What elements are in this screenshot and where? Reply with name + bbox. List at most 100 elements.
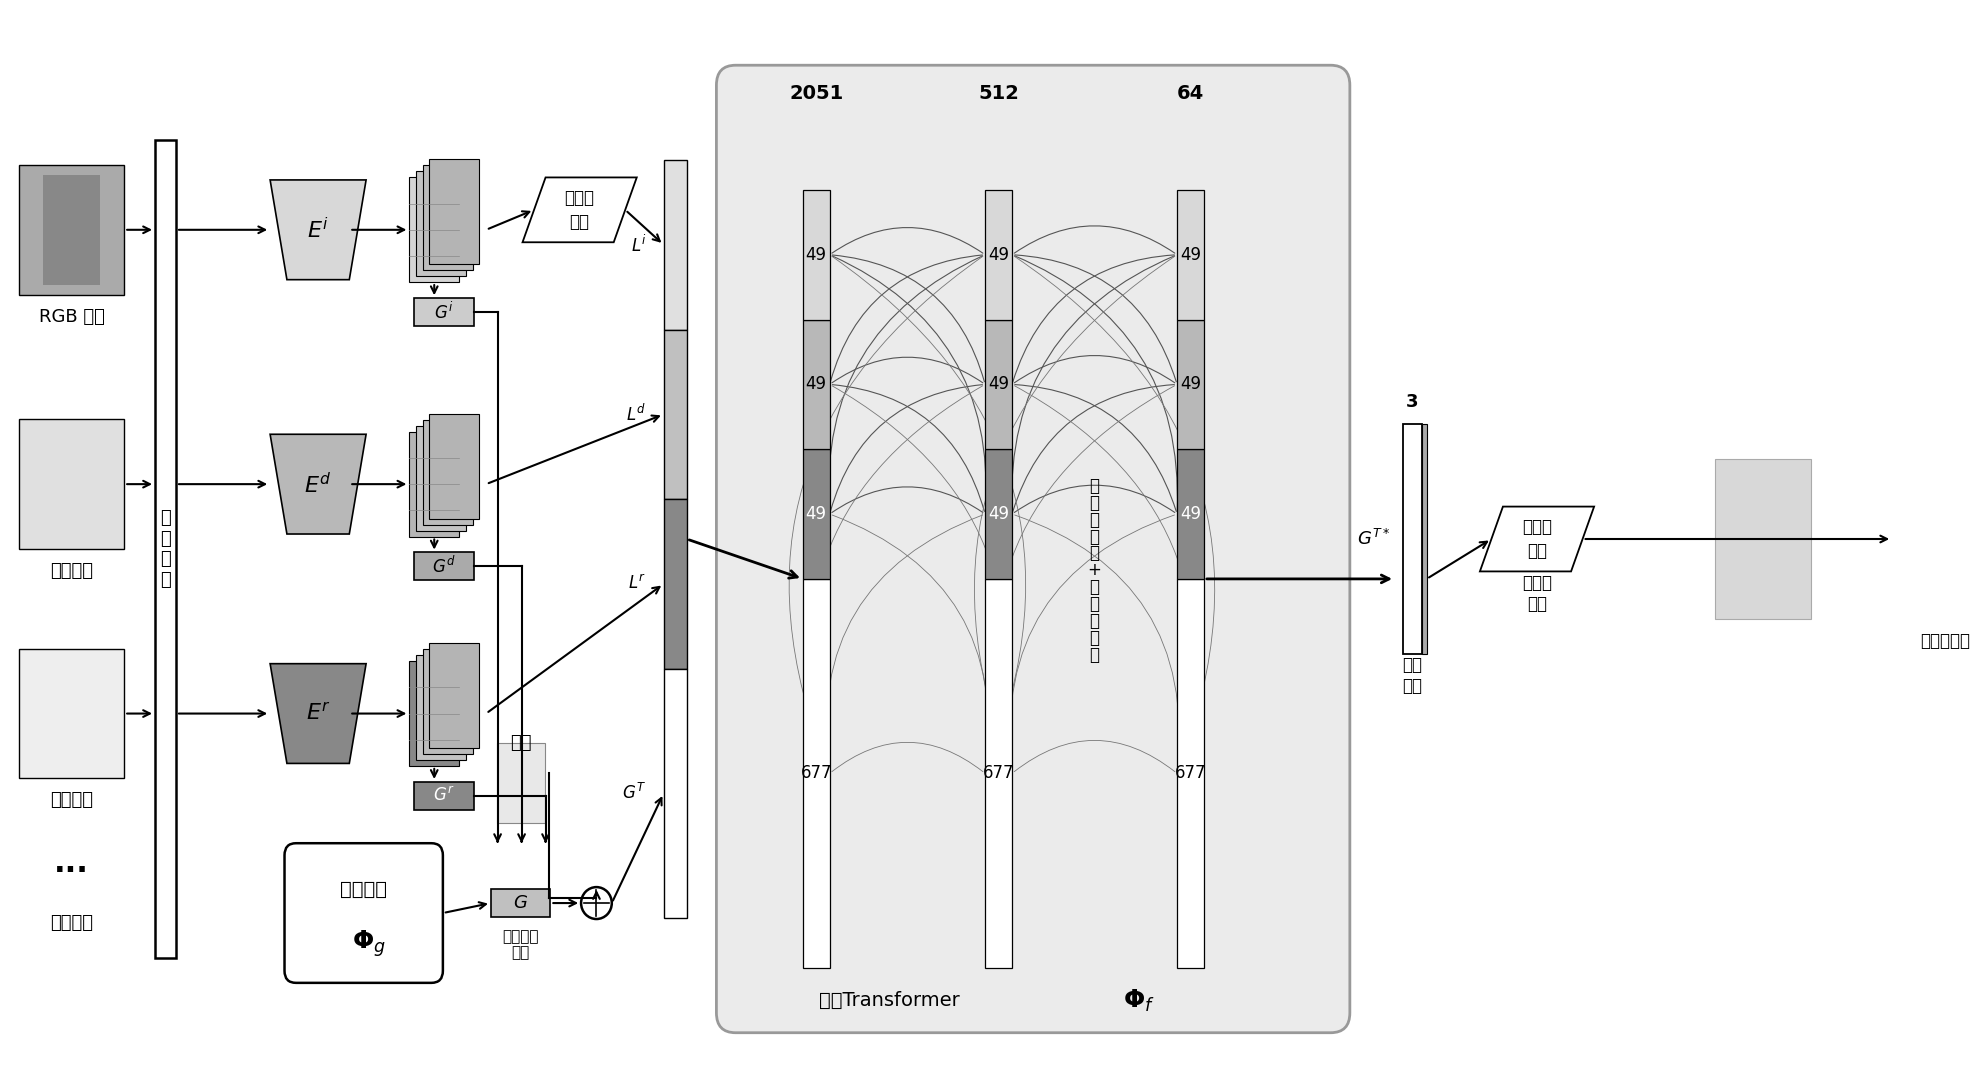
- Text: 2051: 2051: [790, 84, 843, 103]
- Bar: [43, 175, 100, 285]
- Bar: [156, 140, 175, 958]
- Text: 融合Transformer: 融合Transformer: [820, 992, 959, 1010]
- Bar: [1714, 460, 1810, 618]
- Text: 器: 器: [1089, 646, 1099, 665]
- Text: 49: 49: [806, 375, 827, 394]
- Bar: [804, 190, 829, 319]
- Polygon shape: [522, 177, 636, 243]
- Bar: [414, 298, 473, 326]
- Text: ...: ...: [53, 849, 89, 877]
- Text: 上采样
网络: 上采样 网络: [1523, 574, 1552, 613]
- Text: 雷达点云: 雷达点云: [49, 791, 93, 809]
- Text: 全局整合: 全局整合: [341, 879, 388, 899]
- Bar: [985, 319, 1013, 449]
- Text: 模板: 模板: [510, 735, 532, 752]
- Text: 深度点云: 深度点云: [49, 562, 93, 579]
- Text: 意: 意: [1089, 510, 1099, 529]
- Text: $\mathbf{\Phi}_f$: $\mathbf{\Phi}_f$: [1123, 987, 1154, 1014]
- Text: $G^r$: $G^r$: [433, 787, 455, 805]
- Text: $G^T$: $G^T$: [623, 783, 646, 804]
- Text: 49: 49: [989, 505, 1009, 523]
- Polygon shape: [270, 664, 366, 764]
- Text: $E^d$: $E^d$: [303, 472, 331, 496]
- Text: 677: 677: [1174, 764, 1206, 782]
- Bar: [416, 426, 467, 531]
- Text: 多层感: 多层感: [565, 189, 595, 207]
- Text: 知器: 知器: [1527, 542, 1546, 560]
- Bar: [496, 743, 544, 823]
- Bar: [414, 782, 473, 810]
- Text: $L^d$: $L^d$: [626, 404, 646, 425]
- Bar: [804, 579, 829, 968]
- Text: 49: 49: [989, 375, 1009, 394]
- Bar: [410, 661, 459, 766]
- Bar: [18, 165, 124, 295]
- Text: 多层感: 多层感: [1523, 518, 1552, 536]
- Bar: [1178, 190, 1204, 319]
- Text: $G^{T*}$: $G^{T*}$: [1357, 529, 1391, 549]
- Text: $E^i$: $E^i$: [307, 217, 329, 243]
- Text: 特征: 特征: [512, 945, 530, 960]
- Text: $G$: $G$: [512, 894, 528, 912]
- Text: 模
态
掩
膜: 模 态 掩 膜: [160, 509, 171, 589]
- Bar: [1178, 449, 1204, 579]
- Bar: [664, 329, 688, 500]
- FancyBboxPatch shape: [284, 843, 443, 983]
- Text: 重建后的网格: 重建后的网格: [1919, 631, 1970, 650]
- Text: RGB 图像: RGB 图像: [39, 308, 104, 326]
- Text: 64: 64: [1176, 84, 1204, 103]
- Bar: [429, 160, 479, 264]
- Polygon shape: [270, 180, 366, 279]
- Bar: [424, 650, 473, 754]
- Bar: [804, 449, 829, 579]
- Bar: [1897, 460, 1970, 618]
- Bar: [664, 160, 688, 329]
- Text: 注: 注: [1089, 493, 1099, 511]
- Bar: [416, 172, 467, 276]
- Text: 知: 知: [1089, 629, 1099, 647]
- Bar: [491, 889, 550, 917]
- Bar: [429, 643, 479, 748]
- Bar: [985, 579, 1013, 968]
- Text: 粗糙
网格: 粗糙 网格: [1403, 656, 1422, 695]
- Circle shape: [581, 887, 613, 919]
- Text: 层: 层: [1089, 596, 1099, 613]
- Text: 感: 感: [1089, 612, 1099, 630]
- Text: 512: 512: [979, 84, 1018, 103]
- Bar: [18, 648, 124, 778]
- Bar: [416, 655, 467, 760]
- Text: 49: 49: [1180, 246, 1202, 263]
- Text: 677: 677: [800, 764, 831, 782]
- Text: $G^i$: $G^i$: [433, 301, 453, 323]
- Text: 49: 49: [806, 246, 827, 263]
- Text: 全局融合: 全局融合: [502, 929, 540, 944]
- Bar: [1178, 579, 1204, 968]
- Text: 49: 49: [1180, 505, 1202, 523]
- Text: 49: 49: [806, 505, 827, 523]
- FancyBboxPatch shape: [717, 65, 1349, 1033]
- Bar: [18, 420, 124, 549]
- Text: 自: 自: [1089, 477, 1099, 494]
- Bar: [664, 500, 688, 669]
- Text: 知器: 知器: [569, 213, 589, 231]
- Text: 3: 3: [1407, 394, 1418, 411]
- Text: +: +: [1087, 561, 1101, 579]
- Bar: [1178, 319, 1204, 449]
- Text: $L^i$: $L^i$: [630, 234, 646, 256]
- Text: $\mathbf{\Phi}_g$: $\mathbf{\Phi}_g$: [351, 928, 386, 959]
- Bar: [414, 552, 473, 581]
- Text: 机: 机: [1089, 528, 1099, 546]
- Bar: [985, 190, 1013, 319]
- Bar: [410, 177, 459, 283]
- Bar: [424, 420, 473, 524]
- Bar: [1422, 424, 1426, 654]
- Bar: [664, 669, 688, 918]
- Text: 制: 制: [1089, 545, 1099, 562]
- Text: 更多模态: 更多模态: [49, 914, 93, 932]
- Bar: [424, 165, 473, 270]
- Text: $G^d$: $G^d$: [431, 556, 455, 577]
- Polygon shape: [270, 434, 366, 534]
- Bar: [1403, 424, 1422, 654]
- Text: 49: 49: [989, 246, 1009, 263]
- Bar: [985, 449, 1013, 579]
